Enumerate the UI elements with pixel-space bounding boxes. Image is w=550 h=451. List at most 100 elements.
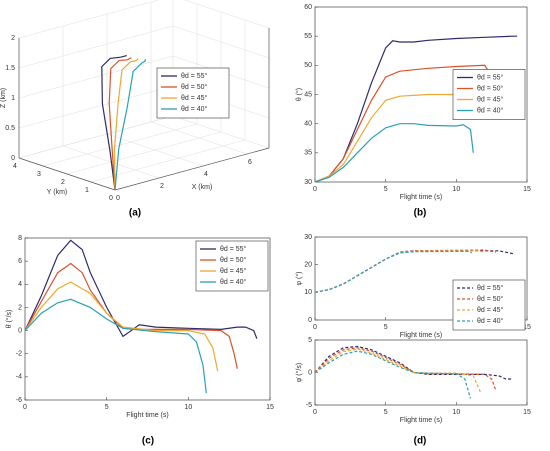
y-tick-label: 8 <box>18 235 22 242</box>
y-tick-label: 60 <box>304 4 312 11</box>
y-axis-label: Y (km) <box>47 189 67 196</box>
y-tick-label: -5 <box>306 402 312 409</box>
y-axis-label: φ̇ (°/s) <box>295 363 303 382</box>
series-line <box>314 64 488 183</box>
y-tick-label: 2 <box>61 179 65 186</box>
y-tick-label: 55 <box>304 33 312 40</box>
grid-line <box>172 25 270 59</box>
x-tick-label: 5 <box>384 324 388 331</box>
z-axis-label: Z (km) <box>0 88 7 108</box>
legend-label: θd = 40° <box>220 278 247 286</box>
y-tick-label: 5 <box>308 337 312 344</box>
y-tick-label: 0 <box>308 369 312 376</box>
y-tick-label: -4 <box>16 374 22 381</box>
x-tick-label: 2 <box>160 183 164 190</box>
x-tick-label: 0 <box>116 195 120 202</box>
y-tick-label: 2 <box>18 304 22 311</box>
legend-label: θd = 55° <box>477 73 504 81</box>
z-tick-label: 1 <box>11 95 15 102</box>
trajectory <box>108 57 132 191</box>
legend-label: θd = 45° <box>477 306 504 314</box>
panel-label: (c) <box>142 436 154 447</box>
grid-line <box>184 0 270 29</box>
legend-label: θd = 50° <box>477 84 504 92</box>
series-line <box>314 348 481 393</box>
axis-line <box>18 157 116 191</box>
x-tick-label: 10 <box>184 404 192 411</box>
x-axis-label: Flight time (s) <box>400 417 442 424</box>
z-tick-label: 1.5 <box>5 65 15 72</box>
x-tick-label: 0 <box>313 186 317 193</box>
x-tick-label: 5 <box>384 409 388 416</box>
legend-label: θd = 45° <box>477 95 504 103</box>
y-axis-label: θ (°) <box>295 88 303 101</box>
legend-label: θd = 45° <box>181 94 208 102</box>
legend-label: θd = 40° <box>181 105 208 113</box>
y-tick-label: 1 <box>85 187 89 194</box>
y-tick-label: 35 <box>304 150 312 157</box>
y-tick-label: -6 <box>16 397 22 404</box>
x-tick-label: 5 <box>384 186 388 193</box>
grid-line <box>172 115 270 149</box>
x-tick-label: 5 <box>105 404 109 411</box>
x-tick-label: 10 <box>452 409 460 416</box>
panel-label: (d) <box>414 436 427 447</box>
trajectory <box>113 58 139 191</box>
y-tick-label: -2 <box>16 351 22 358</box>
y-axis-label: φ (°) <box>295 272 303 286</box>
x-tick-label: 6 <box>248 159 252 166</box>
x-axis-label: Flight time (s) <box>400 332 442 339</box>
legend-label: θd = 55° <box>220 245 247 253</box>
y-tick-label: 20 <box>304 262 312 269</box>
legend-label: θd = 55° <box>477 284 504 292</box>
grid-line <box>18 25 174 69</box>
x-tick-label: 0 <box>313 324 317 331</box>
y-tick-label: 30 <box>304 234 312 241</box>
series-line <box>314 123 474 183</box>
grid-line <box>18 115 174 159</box>
grid-line <box>18 55 174 99</box>
y-tick-label: 45 <box>304 91 312 98</box>
grid-line <box>18 85 174 129</box>
z-tick-label: 0.5 <box>5 125 15 132</box>
series-line <box>314 347 497 391</box>
y-tick-label: 4 <box>18 281 22 288</box>
y-tick-label: 40 <box>304 121 312 128</box>
trajectory <box>114 59 147 191</box>
y-axis-label: θ̇ (°/s) <box>5 310 13 329</box>
series-line <box>314 345 513 380</box>
x-axis-label: Flight time (s) <box>126 412 168 419</box>
grid-line <box>66 131 222 175</box>
legend-label: θd = 50° <box>181 83 208 91</box>
x-tick-label: 10 <box>452 186 460 193</box>
z-tick-label: 2 <box>11 35 15 42</box>
x-tick-label: 15 <box>523 409 531 416</box>
y-tick-label: 4 <box>13 163 17 170</box>
grid-line <box>18 0 160 39</box>
y-tick-label: 6 <box>18 258 22 265</box>
x-axis-label: X (km) <box>192 184 213 191</box>
y-tick-label: 30 <box>304 179 312 186</box>
legend-label: θd = 50° <box>477 295 504 303</box>
legend-box <box>195 240 269 292</box>
panel-label: (a) <box>129 208 141 219</box>
y-tick-label: 3 <box>37 171 41 178</box>
series-line <box>24 298 207 394</box>
x-tick-label: 4 <box>204 171 208 178</box>
z-tick-label: 0 <box>11 155 15 162</box>
series-line <box>24 239 258 339</box>
legend-label: θd = 55° <box>181 72 208 80</box>
x-tick-label: 0 <box>313 409 317 416</box>
axis-line <box>114 147 270 191</box>
x-tick-label: 15 <box>523 186 531 193</box>
y-tick-label: 10 <box>304 289 312 296</box>
y-tick-label: 0 <box>109 195 113 202</box>
legend-label: θd = 40° <box>477 317 504 325</box>
x-axis-label: Flight time (s) <box>400 194 442 201</box>
series-line <box>24 281 219 372</box>
x-tick-label: 15 <box>266 404 274 411</box>
legend-label: θd = 50° <box>220 256 247 264</box>
trajectory <box>101 55 127 191</box>
series-line <box>314 350 472 399</box>
